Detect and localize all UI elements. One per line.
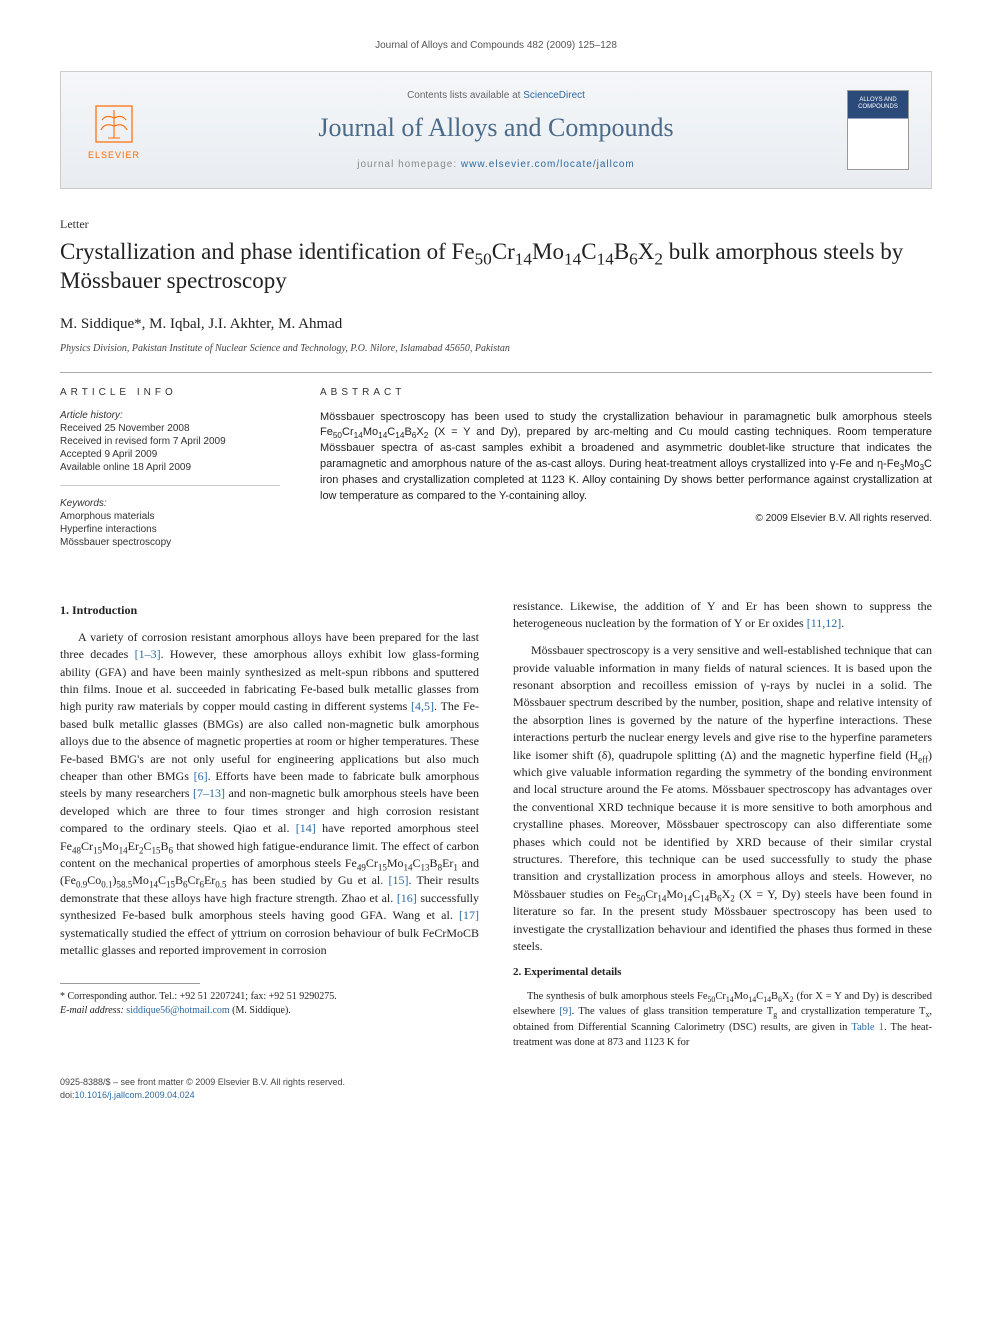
corr-text: * Corresponding author. Tel.: +92 51 220… bbox=[60, 991, 337, 1002]
affiliation: Physics Division, Pakistan Institute of … bbox=[60, 343, 932, 354]
history-block: Article history: Received 25 November 20… bbox=[60, 410, 280, 486]
abstract-copyright: © 2009 Elsevier B.V. All rights reserved… bbox=[320, 513, 932, 524]
sciencedirect-link[interactable]: ScienceDirect bbox=[523, 90, 585, 101]
section-1-heading: 1. Introduction bbox=[60, 602, 479, 619]
keyword-2: Hyperfine interactions bbox=[60, 524, 280, 535]
body-para-4: The synthesis of bulk amorphous steels F… bbox=[513, 989, 932, 1050]
email-label: E-mail address: bbox=[60, 1005, 124, 1016]
body-two-column: 1. Introduction A variety of corrosion r… bbox=[60, 598, 932, 1051]
corr-email-link[interactable]: siddique56@hotmail.com bbox=[126, 1005, 229, 1016]
front-matter-line: 0925-8388/$ – see front matter © 2009 El… bbox=[60, 1076, 932, 1089]
history-label: Article history: bbox=[60, 410, 280, 421]
body-para-2: resistance. Likewise, the addition of Y … bbox=[513, 598, 932, 633]
abstract-text: Mössbauer spectroscopy has been used to … bbox=[320, 410, 932, 506]
keywords-block: Keywords: Amorphous materials Hyperfine … bbox=[60, 498, 280, 560]
article-title: Crystallization and phase identification… bbox=[60, 238, 932, 296]
contents-available-line: Contents lists available at ScienceDirec… bbox=[165, 90, 827, 101]
footnote-rule bbox=[60, 983, 200, 984]
article-info-column: article info Article history: Received 2… bbox=[60, 387, 280, 572]
doi-line: doi:10.1016/j.jallcom.2009.04.024 bbox=[60, 1089, 932, 1102]
author-list: M. Siddique*, M. Iqbal, J.I. Akhter, M. … bbox=[60, 316, 932, 333]
abstract-heading: abstract bbox=[320, 387, 932, 398]
accepted-date: Accepted 9 April 2009 bbox=[60, 449, 280, 460]
abstract-column: abstract Mössbauer spectroscopy has been… bbox=[320, 387, 932, 572]
info-abstract-row: article info Article history: Received 2… bbox=[60, 372, 932, 572]
corresponding-author-footnote: * Corresponding author. Tel.: +92 51 220… bbox=[60, 990, 479, 1017]
body-para-1: A variety of corrosion resistant amorpho… bbox=[60, 629, 479, 959]
banner-center: Contents lists available at ScienceDirec… bbox=[165, 90, 827, 170]
contents-prefix: Contents lists available at bbox=[407, 90, 523, 101]
page-footer: 0925-8388/$ – see front matter © 2009 El… bbox=[60, 1076, 932, 1101]
elsevier-tree-icon bbox=[90, 100, 138, 148]
online-date: Available online 18 April 2009 bbox=[60, 462, 280, 473]
running-header: Journal of Alloys and Compounds 482 (200… bbox=[60, 40, 932, 51]
keywords-label: Keywords: bbox=[60, 498, 280, 509]
cover-label: ALLOYS AND COMPOUNDS bbox=[848, 97, 908, 110]
article-type-label: Letter bbox=[60, 217, 932, 232]
doi-label: doi: bbox=[60, 1090, 75, 1100]
elsevier-label: ELSEVIER bbox=[88, 150, 140, 160]
elsevier-logo: ELSEVIER bbox=[83, 95, 145, 165]
homepage-link[interactable]: www.elsevier.com/locate/jallcom bbox=[461, 159, 635, 170]
keyword-1: Amorphous materials bbox=[60, 511, 280, 522]
journal-banner: ELSEVIER Contents lists available at Sci… bbox=[60, 71, 932, 189]
journal-cover-thumbnail: ALLOYS AND COMPOUNDS bbox=[847, 90, 909, 170]
doi-link[interactable]: 10.1016/j.jallcom.2009.04.024 bbox=[75, 1090, 195, 1100]
email-suffix: (M. Siddique). bbox=[230, 1005, 291, 1016]
article-info-heading: article info bbox=[60, 387, 280, 398]
journal-homepage-line: journal homepage: www.elsevier.com/locat… bbox=[165, 159, 827, 170]
revised-date: Received in revised form 7 April 2009 bbox=[60, 436, 280, 447]
section-2-heading: 2. Experimental details bbox=[513, 965, 932, 981]
homepage-prefix: journal homepage: bbox=[357, 159, 461, 170]
received-date: Received 25 November 2008 bbox=[60, 423, 280, 434]
keyword-3: Mössbauer spectroscopy bbox=[60, 537, 280, 548]
journal-title: Journal of Alloys and Compounds bbox=[165, 113, 827, 143]
body-para-3: Mössbauer spectroscopy is a very sensiti… bbox=[513, 642, 932, 955]
